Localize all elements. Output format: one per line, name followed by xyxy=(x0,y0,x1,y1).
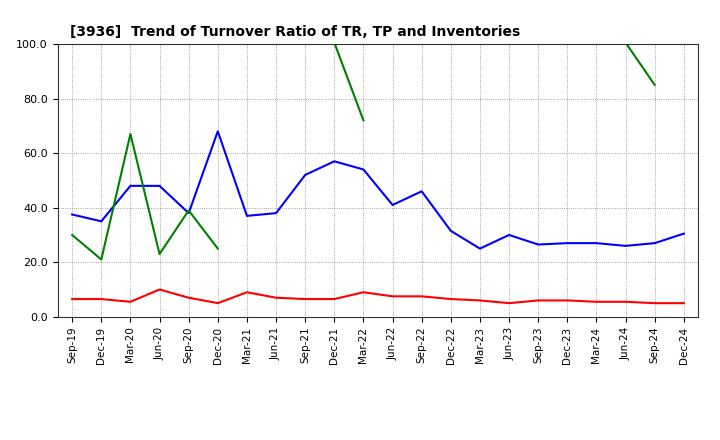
Trade Payables xyxy=(330,159,338,164)
Trade Payables xyxy=(271,210,280,216)
Trade Payables xyxy=(301,172,310,178)
Trade Receivables xyxy=(476,298,485,303)
Inventories xyxy=(126,132,135,137)
Trade Payables xyxy=(505,232,513,238)
Trade Receivables xyxy=(388,294,397,299)
Trade Payables xyxy=(184,210,193,216)
Trade Receivables xyxy=(97,297,106,302)
Trade Payables xyxy=(156,183,164,188)
Trade Payables xyxy=(534,242,543,247)
Trade Receivables xyxy=(271,295,280,301)
Trade Receivables xyxy=(184,295,193,301)
Text: [3936]  Trend of Turnover Ratio of TR, TP and Inventories: [3936] Trend of Turnover Ratio of TR, TP… xyxy=(71,25,521,39)
Inventories xyxy=(330,40,338,45)
Trade Payables xyxy=(388,202,397,208)
Trade Payables xyxy=(97,219,106,224)
Trade Payables xyxy=(68,212,76,217)
Trade Receivables xyxy=(621,299,630,304)
Trade Payables xyxy=(126,183,135,188)
Inventories xyxy=(359,118,368,123)
Inventories xyxy=(68,232,76,238)
Trade Payables xyxy=(621,243,630,249)
Trade Receivables xyxy=(418,294,426,299)
Trade Payables xyxy=(359,167,368,172)
Trade Receivables xyxy=(156,287,164,292)
Trade Payables xyxy=(650,241,659,246)
Trade Payables xyxy=(592,241,600,246)
Inventories xyxy=(621,40,630,45)
Trade Payables xyxy=(476,246,485,251)
Trade Receivables xyxy=(446,297,455,302)
Trade Receivables xyxy=(650,301,659,306)
Trade Receivables xyxy=(330,297,338,302)
Trade Payables xyxy=(563,241,572,246)
Inventories xyxy=(156,251,164,257)
Trade Receivables xyxy=(68,297,76,302)
Inventories xyxy=(301,40,310,45)
Trade Payables xyxy=(418,189,426,194)
Trade Receivables xyxy=(534,298,543,303)
Line: Inventories: Inventories xyxy=(72,43,654,260)
Inventories xyxy=(213,246,222,251)
Line: Trade Payables: Trade Payables xyxy=(72,131,684,249)
Trade Receivables xyxy=(359,290,368,295)
Trade Receivables xyxy=(680,301,688,306)
Trade Receivables xyxy=(243,290,251,295)
Inventories xyxy=(97,257,106,262)
Inventories xyxy=(184,208,193,213)
Line: Trade Receivables: Trade Receivables xyxy=(72,290,684,303)
Trade Receivables xyxy=(126,299,135,304)
Trade Payables xyxy=(446,228,455,234)
Trade Receivables xyxy=(505,301,513,306)
Trade Receivables xyxy=(592,299,600,304)
Trade Payables xyxy=(213,128,222,134)
Trade Payables xyxy=(680,231,688,236)
Trade Payables xyxy=(243,213,251,219)
Trade Receivables xyxy=(563,298,572,303)
Trade Receivables xyxy=(213,301,222,306)
Inventories xyxy=(650,82,659,88)
Trade Receivables xyxy=(301,297,310,302)
